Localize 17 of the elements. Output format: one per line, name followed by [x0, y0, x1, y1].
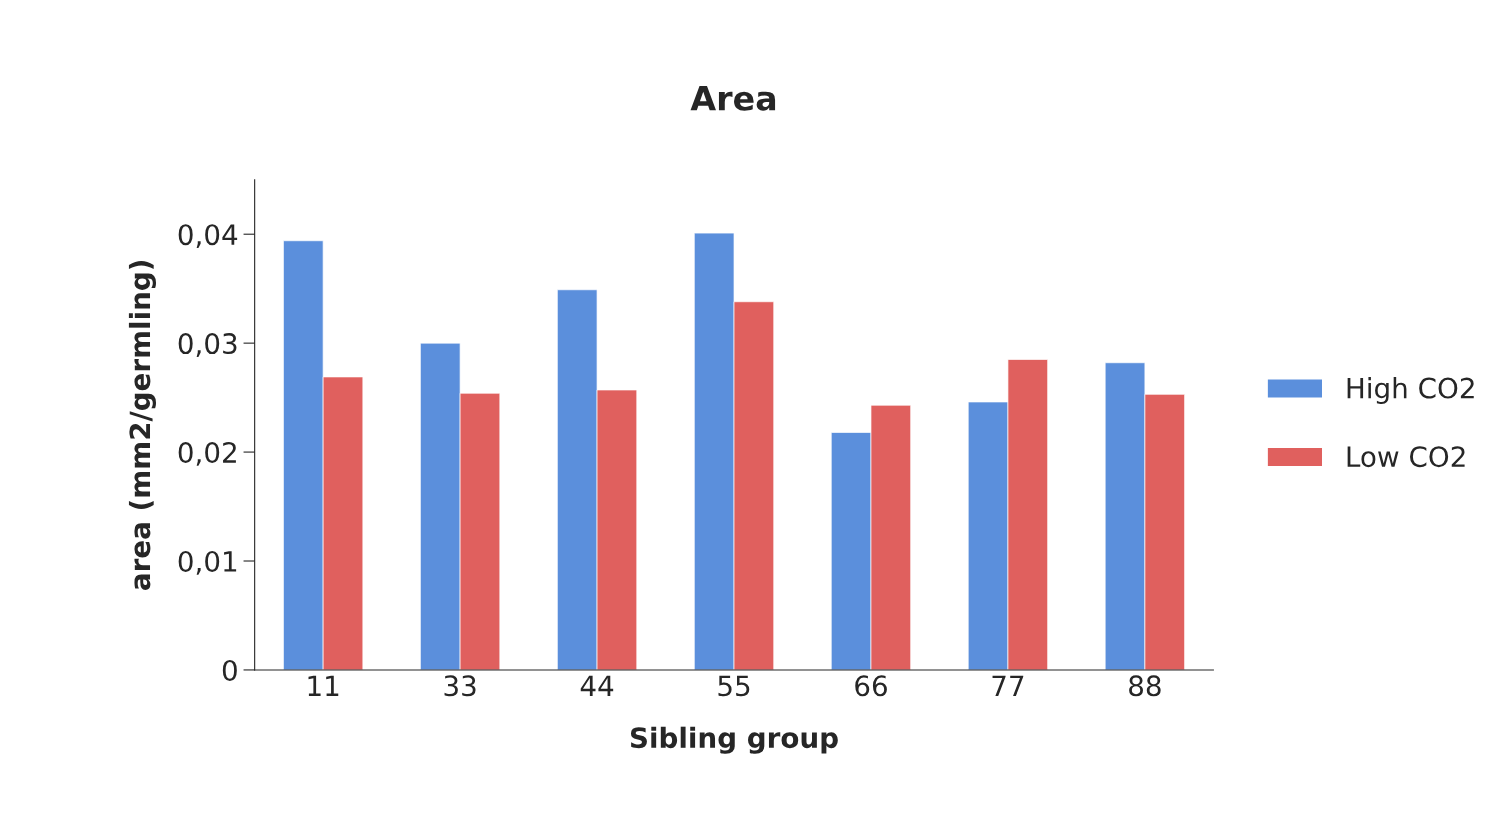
x-tick-label: 77	[992, 675, 1024, 696]
y-tick-label: 0,03	[178, 333, 237, 357]
y-tick-label: 0	[222, 659, 237, 681]
x-tick-label: 33	[444, 675, 476, 697]
y-tick-label: 0,04	[178, 224, 238, 248]
x-tick-label: 11	[308, 675, 339, 696]
legend-label: High CO2	[1347, 377, 1474, 405]
legend-label: Low CO2	[1347, 446, 1465, 468]
x-axis-title: Sibling group	[630, 726, 838, 754]
chart-title: Area	[690, 85, 776, 111]
x-tick-label: 44	[580, 675, 614, 696]
y-axis-title: area (mm2/germling)	[128, 260, 157, 590]
y-tick-label: 0,02	[178, 442, 236, 466]
y-tick-label: 0,01	[178, 550, 237, 575]
x-tick-label: 66	[855, 675, 887, 697]
x-tick-label: 88	[1129, 675, 1161, 697]
x-tick-label: 55	[718, 675, 750, 697]
